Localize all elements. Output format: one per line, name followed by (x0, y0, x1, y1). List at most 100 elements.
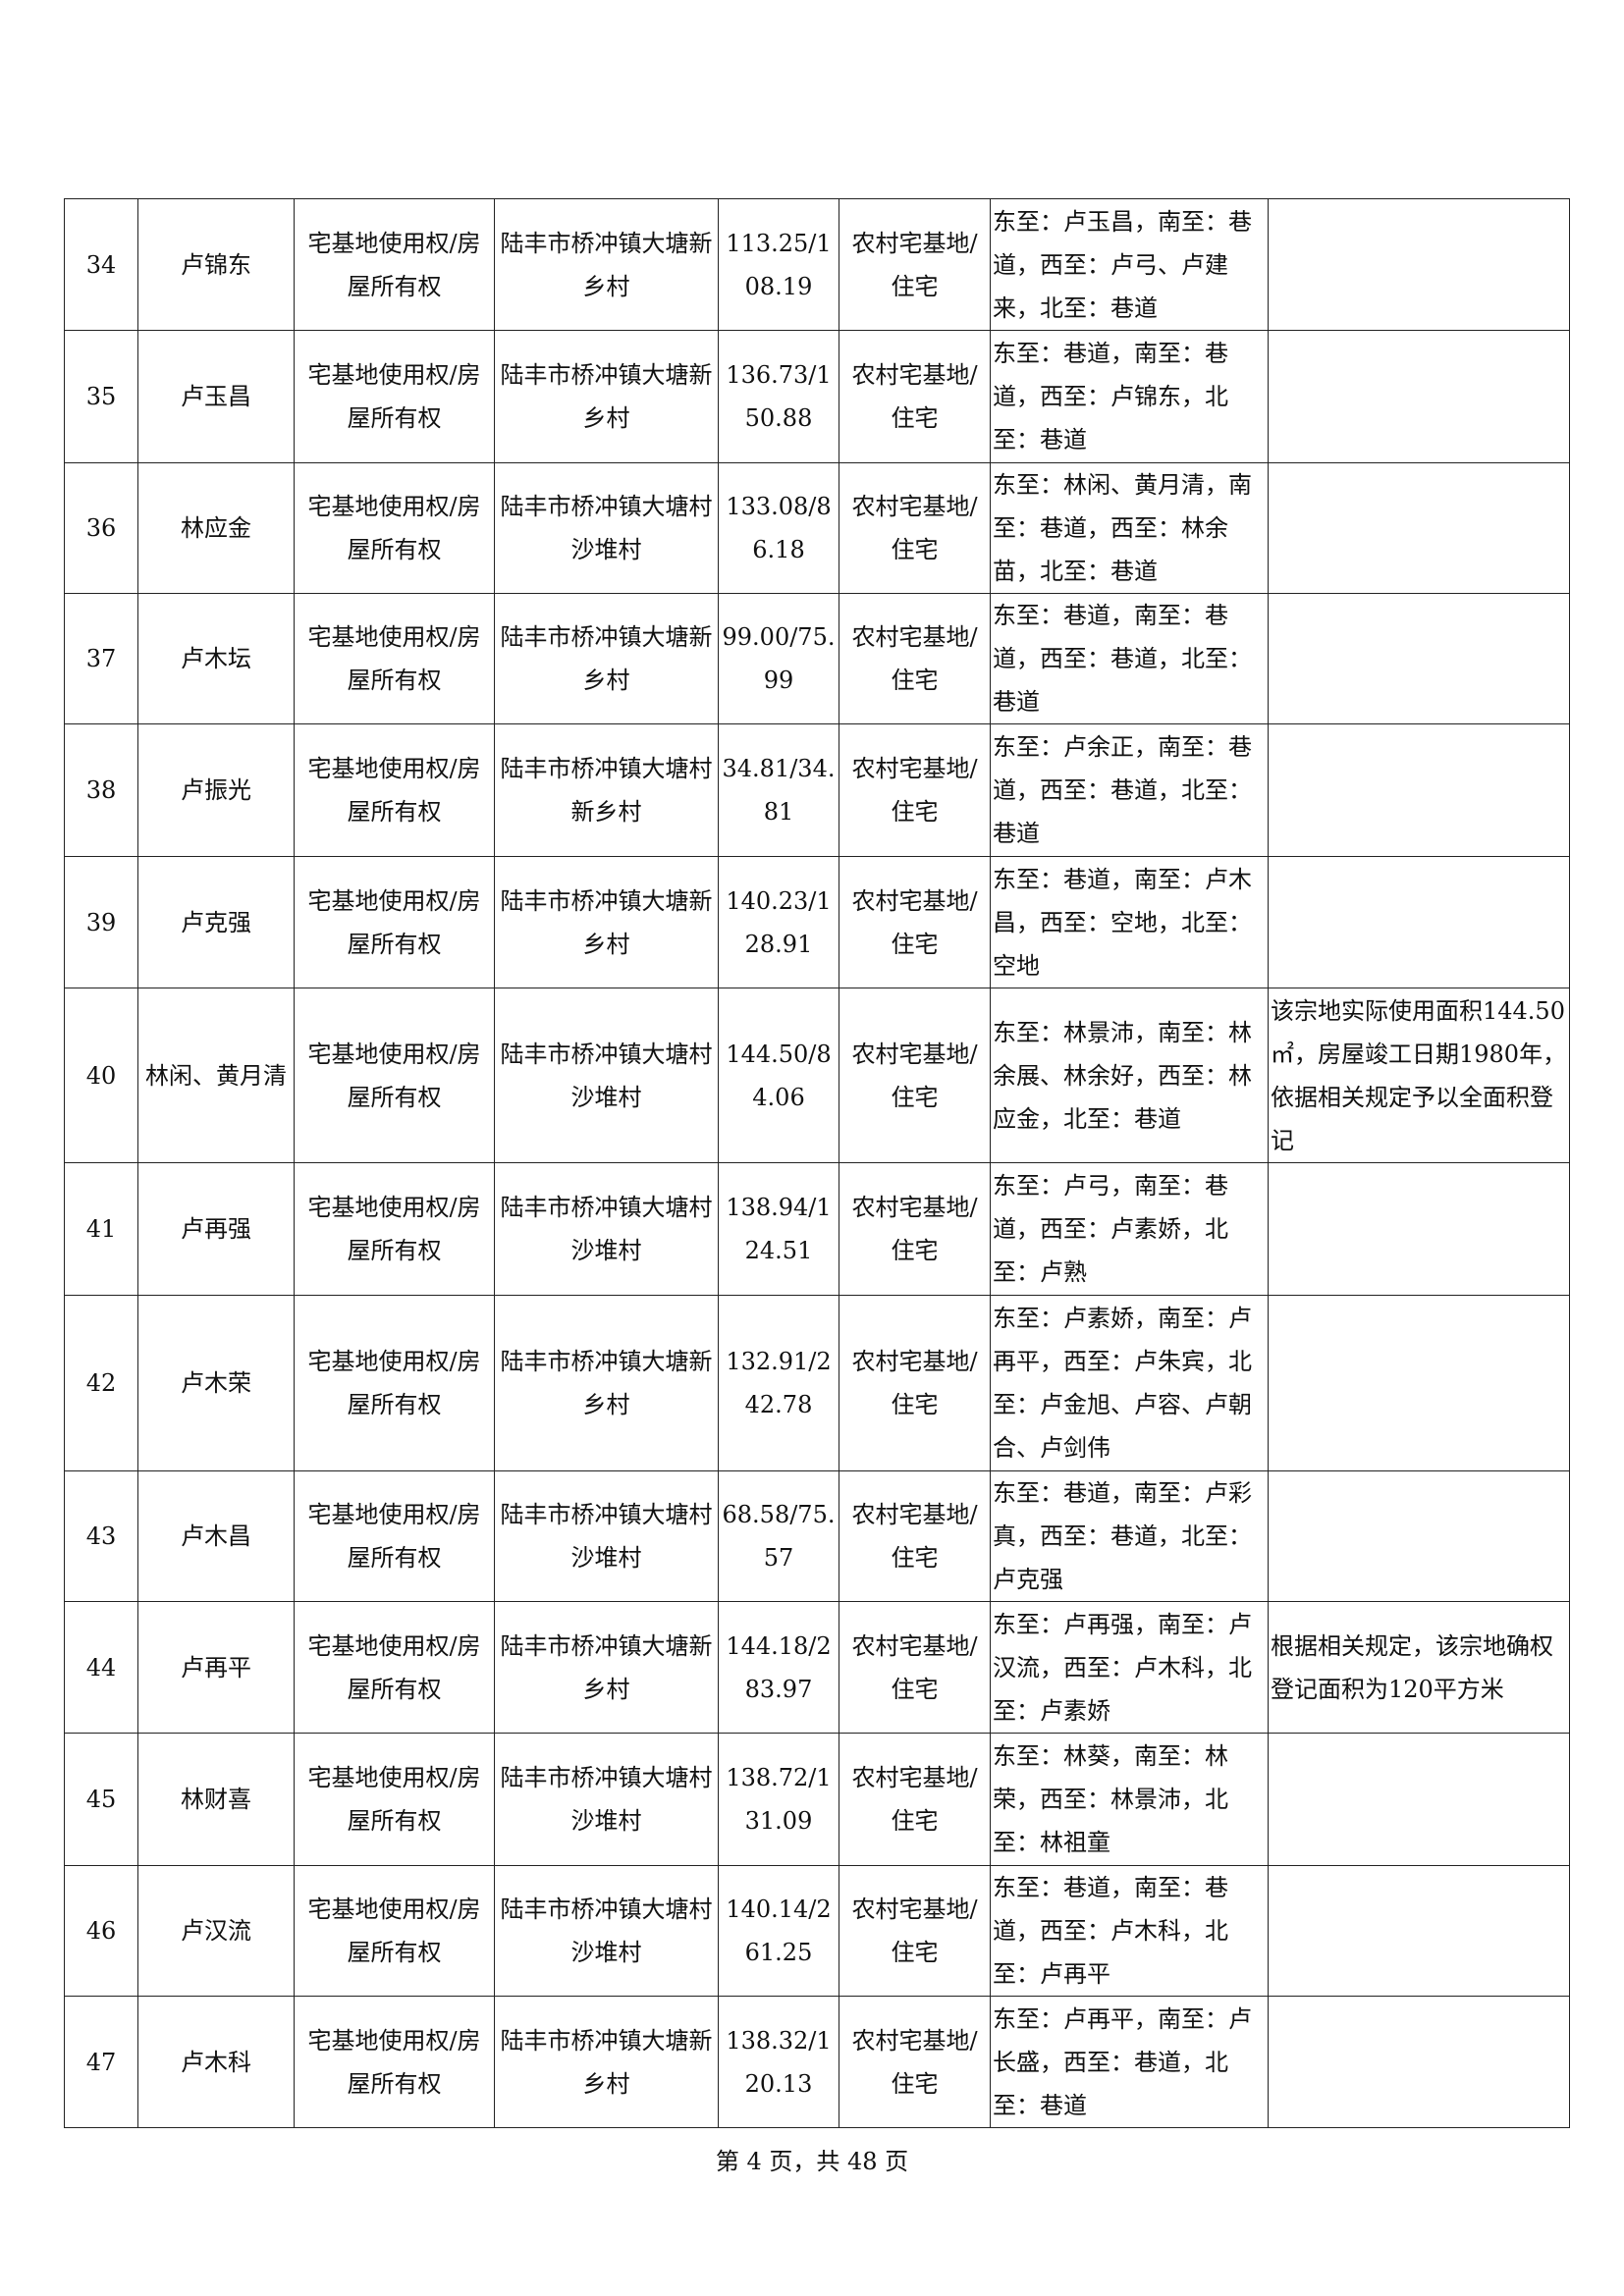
table-row: 38 卢振光 宅基地使用权/房屋所有权 陆丰市桥冲镇大塘村新乡村 34.81/34.81… (64, 723, 1570, 857)
land-use-cell: 农村宅基地/住宅 (839, 1601, 991, 1734)
boundaries-cell: 东至：卢余正，南至：巷道，西至：巷道，北至：巷道 (990, 723, 1269, 857)
boundaries-cell: 东至：林葵，南至：林荣，西至：林景沛，北至：林祖童 (990, 1733, 1269, 1866)
location-cell: 陆丰市桥冲镇大塘村沙堆村 (494, 1733, 719, 1866)
area-cell: 140.23/128.91 (718, 856, 839, 988)
owner-name-cell: 卢再平 (137, 1601, 295, 1734)
location-cell: 陆丰市桥冲镇大塘村沙堆村 (494, 988, 719, 1163)
boundaries-cell: 东至：巷道，南至：卢木昌，西至：空地，北至：空地 (990, 856, 1269, 988)
owner-name-cell: 卢木昌 (137, 1470, 295, 1602)
owner-name-cell: 卢木荣 (137, 1295, 295, 1471)
area-cell: 136.73/150.88 (718, 330, 839, 463)
remarks-cell (1268, 1865, 1570, 1997)
row-number-cell: 34 (64, 198, 138, 331)
remarks-cell (1268, 1162, 1570, 1296)
boundaries-cell: 东至：卢再强，南至：卢汉流，西至：卢木科，北至：卢素娇 (990, 1601, 1269, 1734)
table-row: 34 卢锦东 宅基地使用权/房屋所有权 陆丰市桥冲镇大塘新乡村 113.25/108.1… (64, 198, 1570, 331)
right-type-cell: 宅基地使用权/房屋所有权 (294, 1295, 495, 1471)
table-row: 41 卢再强 宅基地使用权/房屋所有权 陆丰市桥冲镇大塘村沙堆村 138.94/124.… (64, 1162, 1570, 1296)
boundaries-cell: 东至：卢再平，南至：卢长盛，西至：巷道，北至：巷道 (990, 1996, 1269, 2128)
row-number-cell: 41 (64, 1162, 138, 1296)
table-row: 47 卢木科 宅基地使用权/房屋所有权 陆丰市桥冲镇大塘新乡村 138.32/120.1… (64, 1996, 1570, 2128)
area-cell: 138.32/120.13 (718, 1996, 839, 2128)
land-use-cell: 农村宅基地/住宅 (839, 1733, 991, 1866)
owner-name-cell: 卢木坛 (137, 593, 295, 724)
row-number-cell: 47 (64, 1996, 138, 2128)
location-cell: 陆丰市桥冲镇大塘新乡村 (494, 856, 719, 988)
location-cell: 陆丰市桥冲镇大塘新乡村 (494, 198, 719, 331)
boundaries-cell: 东至：卢弓，南至：巷道，西至：卢素娇，北至：卢熟 (990, 1162, 1269, 1296)
table-row: 40 林闲、黄月清 宅基地使用权/房屋所有权 陆丰市桥冲镇大塘村沙堆村 144.50/8… (64, 988, 1570, 1163)
right-type-cell: 宅基地使用权/房屋所有权 (294, 723, 495, 857)
boundaries-cell: 东至：卢素娇，南至：卢再平，西至：卢朱宾，北至：卢金旭、卢容、卢朝合、卢剑伟 (990, 1295, 1269, 1471)
remarks-cell (1268, 462, 1570, 594)
area-cell: 68.58/75.57 (718, 1470, 839, 1602)
boundaries-cell: 东至：巷道，南至：巷道，西至：巷道，北至：巷道 (990, 593, 1269, 724)
land-use-cell: 农村宅基地/住宅 (839, 593, 991, 724)
owner-name-cell: 卢木科 (137, 1996, 295, 2128)
right-type-cell: 宅基地使用权/房屋所有权 (294, 330, 495, 463)
right-type-cell: 宅基地使用权/房屋所有权 (294, 856, 495, 988)
page-footer: 第 4 页，共 48 页 (715, 2148, 909, 2175)
right-type-cell: 宅基地使用权/房屋所有权 (294, 988, 495, 1163)
location-cell: 陆丰市桥冲镇大塘村沙堆村 (494, 1470, 719, 1602)
land-use-cell: 农村宅基地/住宅 (839, 856, 991, 988)
row-number-cell: 46 (64, 1865, 138, 1997)
row-number-cell: 36 (64, 462, 138, 594)
location-cell: 陆丰市桥冲镇大塘新乡村 (494, 1295, 719, 1471)
right-type-cell: 宅基地使用权/房屋所有权 (294, 1162, 495, 1296)
registration-table: 34 卢锦东 宅基地使用权/房屋所有权 陆丰市桥冲镇大塘新乡村 113.25/108.1… (64, 198, 1570, 2128)
owner-name-cell: 卢克强 (137, 856, 295, 988)
owner-name-cell: 卢振光 (137, 723, 295, 857)
location-cell: 陆丰市桥冲镇大塘村沙堆村 (494, 462, 719, 594)
right-type-cell: 宅基地使用权/房屋所有权 (294, 462, 495, 594)
area-cell: 138.72/131.09 (718, 1733, 839, 1866)
remarks-cell (1268, 198, 1570, 331)
owner-name-cell: 林财喜 (137, 1733, 295, 1866)
right-type-cell: 宅基地使用权/房屋所有权 (294, 1733, 495, 1866)
table-row: 39 卢克强 宅基地使用权/房屋所有权 陆丰市桥冲镇大塘新乡村 140.23/128.9… (64, 856, 1570, 988)
location-cell: 陆丰市桥冲镇大塘新乡村 (494, 593, 719, 724)
table-row: 36 林应金 宅基地使用权/房屋所有权 陆丰市桥冲镇大塘村沙堆村 133.08/86.1… (64, 462, 1570, 594)
table-row: 37 卢木坛 宅基地使用权/房屋所有权 陆丰市桥冲镇大塘新乡村 99.00/75.99 农… (64, 593, 1570, 724)
boundaries-cell: 东至：巷道，南至：巷道，西至：卢锦东，北至：巷道 (990, 330, 1269, 463)
boundaries-cell: 东至：林景沛，南至：林余展、林余好，西至：林应金，北至：巷道 (990, 988, 1269, 1163)
table-row: 42 卢木荣 宅基地使用权/房屋所有权 陆丰市桥冲镇大塘新乡村 132.91/242.7… (64, 1295, 1570, 1471)
table-row: 46 卢汉流 宅基地使用权/房屋所有权 陆丰市桥冲镇大塘村沙堆村 140.14/261.… (64, 1865, 1570, 1997)
area-cell: 34.81/34.81 (718, 723, 839, 857)
owner-name-cell: 卢玉昌 (137, 330, 295, 463)
owner-name-cell: 卢锦东 (137, 198, 295, 331)
row-number-cell: 45 (64, 1733, 138, 1866)
row-number-cell: 44 (64, 1601, 138, 1734)
area-cell: 140.14/261.25 (718, 1865, 839, 1997)
remarks-cell (1268, 723, 1570, 857)
area-cell: 133.08/86.18 (718, 462, 839, 594)
land-use-cell: 农村宅基地/住宅 (839, 330, 991, 463)
boundaries-cell: 东至：卢玉昌，南至：巷道，西至：卢弓、卢建来，北至：巷道 (990, 198, 1269, 331)
row-number-cell: 40 (64, 988, 138, 1163)
land-use-cell: 农村宅基地/住宅 (839, 198, 991, 331)
right-type-cell: 宅基地使用权/房屋所有权 (294, 1470, 495, 1602)
owner-name-cell: 卢再强 (137, 1162, 295, 1296)
boundaries-cell: 东至：巷道，南至：卢彩真，西至：巷道，北至：卢克强 (990, 1470, 1269, 1602)
area-cell: 99.00/75.99 (718, 593, 839, 724)
table-row: 45 林财喜 宅基地使用权/房屋所有权 陆丰市桥冲镇大塘村沙堆村 138.72/131.… (64, 1733, 1570, 1866)
remarks-cell: 该宗地实际使用面积144.50㎡，房屋竣工日期1980年，依据相关规定予以全面积… (1268, 988, 1570, 1163)
area-cell: 113.25/108.19 (718, 198, 839, 331)
owner-name-cell: 卢汉流 (137, 1865, 295, 1997)
owner-name-cell: 林闲、黄月清 (137, 988, 295, 1163)
land-use-cell: 农村宅基地/住宅 (839, 988, 991, 1163)
right-type-cell: 宅基地使用权/房屋所有权 (294, 198, 495, 331)
land-use-cell: 农村宅基地/住宅 (839, 1865, 991, 1997)
land-use-cell: 农村宅基地/住宅 (839, 1470, 991, 1602)
boundaries-cell: 东至：林闲、黄月清，南至：巷道，西至：林余苗，北至：巷道 (990, 462, 1269, 594)
location-cell: 陆丰市桥冲镇大塘村新乡村 (494, 723, 719, 857)
location-cell: 陆丰市桥冲镇大塘新乡村 (494, 1996, 719, 2128)
location-cell: 陆丰市桥冲镇大塘村沙堆村 (494, 1865, 719, 1997)
remarks-cell: 根据相关规定，该宗地确权登记面积为120平方米 (1268, 1601, 1570, 1734)
table-row: 43 卢木昌 宅基地使用权/房屋所有权 陆丰市桥冲镇大塘村沙堆村 68.58/75.57… (64, 1470, 1570, 1602)
right-type-cell: 宅基地使用权/房屋所有权 (294, 1865, 495, 1997)
land-use-cell: 农村宅基地/住宅 (839, 723, 991, 857)
area-cell: 138.94/124.51 (718, 1162, 839, 1296)
row-number-cell: 38 (64, 723, 138, 857)
area-cell: 132.91/242.78 (718, 1295, 839, 1471)
